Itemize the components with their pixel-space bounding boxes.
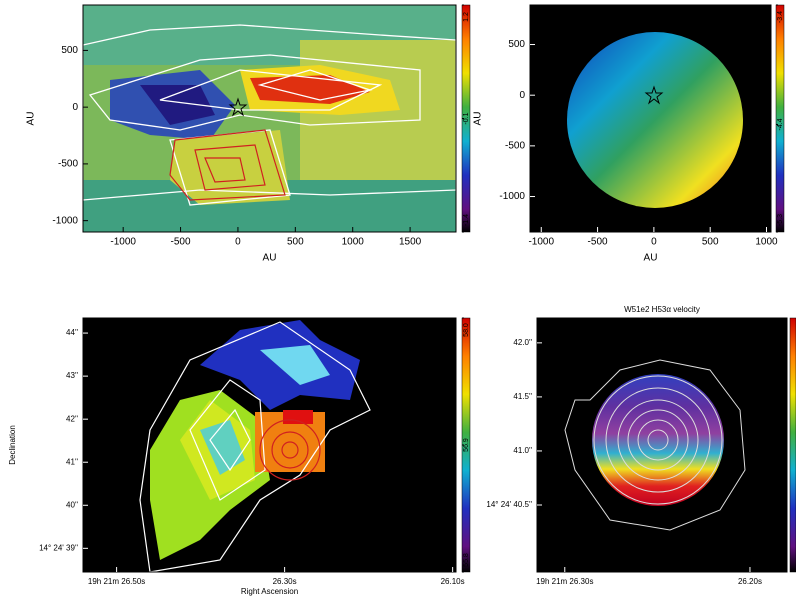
y-tick-label: -1000 (52, 215, 78, 226)
plot-frame (82, 4, 457, 233)
y-tick-label: 500 (508, 39, 525, 50)
x-tick-label: 1500 (399, 237, 422, 248)
y-tick-label: -500 (58, 159, 78, 170)
y-tick-label: -1000 (499, 191, 525, 202)
x-tick-label: -500 (171, 237, 191, 248)
y-tick-label: 40'' (66, 500, 78, 509)
y-axis-label: Declination (8, 425, 17, 465)
map-1 (83, 5, 456, 232)
y-tick-label: 43'' (66, 371, 78, 380)
y-tick-label: -500 (505, 141, 525, 152)
colorbar-label: 58.0 (463, 323, 470, 337)
x-tick-label: 0 (651, 237, 657, 248)
y-tick-label: 41.5'' (513, 392, 532, 401)
colorbar-label: -3.4 (777, 11, 784, 23)
y-tick-label: 500 (61, 45, 78, 56)
plot-title: W51e2 H53α velocity (624, 305, 700, 314)
colorbar-label: -5.3 (777, 214, 784, 226)
y-tick-label: 14° 24' 39'' (39, 543, 78, 552)
x-tick-label: 500 (287, 237, 304, 248)
plot-frame (536, 317, 788, 573)
y-tick-label: 42.0'' (513, 338, 532, 347)
y-tick-label: 0 (519, 90, 525, 101)
x-axis-label: AU (644, 253, 658, 264)
y-tick-label: 41'' (66, 457, 78, 466)
x-tick-label: 26.10s (441, 577, 465, 586)
x-tick-label: 26.30s (273, 577, 297, 586)
x-axis-label: AU (263, 253, 277, 264)
y-tick-label: 41.0'' (513, 446, 532, 455)
y-tick-label: 0 (72, 102, 78, 113)
colorbar (789, 317, 796, 573)
y-tick-label: 14° 24' 40.5'' (486, 500, 532, 509)
x-tick-label: 500 (702, 237, 719, 248)
y-tick-label: 44'' (66, 328, 78, 337)
x-tick-label: 19h 21m 26.30s (536, 577, 593, 586)
plot-frame (82, 317, 457, 573)
x-tick-label: 19h 21m 26.50s (88, 577, 145, 586)
map-3 (83, 318, 456, 572)
colorbar-label: 55.8 (463, 553, 470, 567)
y-axis-label: AU (473, 112, 484, 126)
y-axis-label: AU (26, 112, 37, 126)
x-tick-label: 1000 (755, 237, 778, 248)
x-axis-label: Right Ascension (241, 587, 298, 596)
x-tick-label: 26.20s (738, 577, 762, 586)
x-tick-label: 0 (235, 237, 241, 248)
colorbar (775, 4, 785, 233)
x-tick-label: -500 (588, 237, 608, 248)
x-tick-label: -1000 (110, 237, 136, 248)
colorbar-label: -1.4 (463, 214, 470, 226)
y-tick-label: 42'' (66, 414, 78, 423)
star (644, 85, 664, 105)
plot-frame (529, 4, 772, 233)
map-4 (537, 318, 787, 572)
colorbar-label: 1.2 (463, 12, 470, 22)
disc (567, 32, 743, 208)
x-tick-label: -1000 (528, 237, 554, 248)
colorbar-label: 56.9 (463, 438, 470, 452)
x-tick-label: 1000 (342, 237, 365, 248)
colorbar-label: -0.1 (463, 112, 470, 124)
colorbar-label: -4.4 (777, 118, 784, 130)
